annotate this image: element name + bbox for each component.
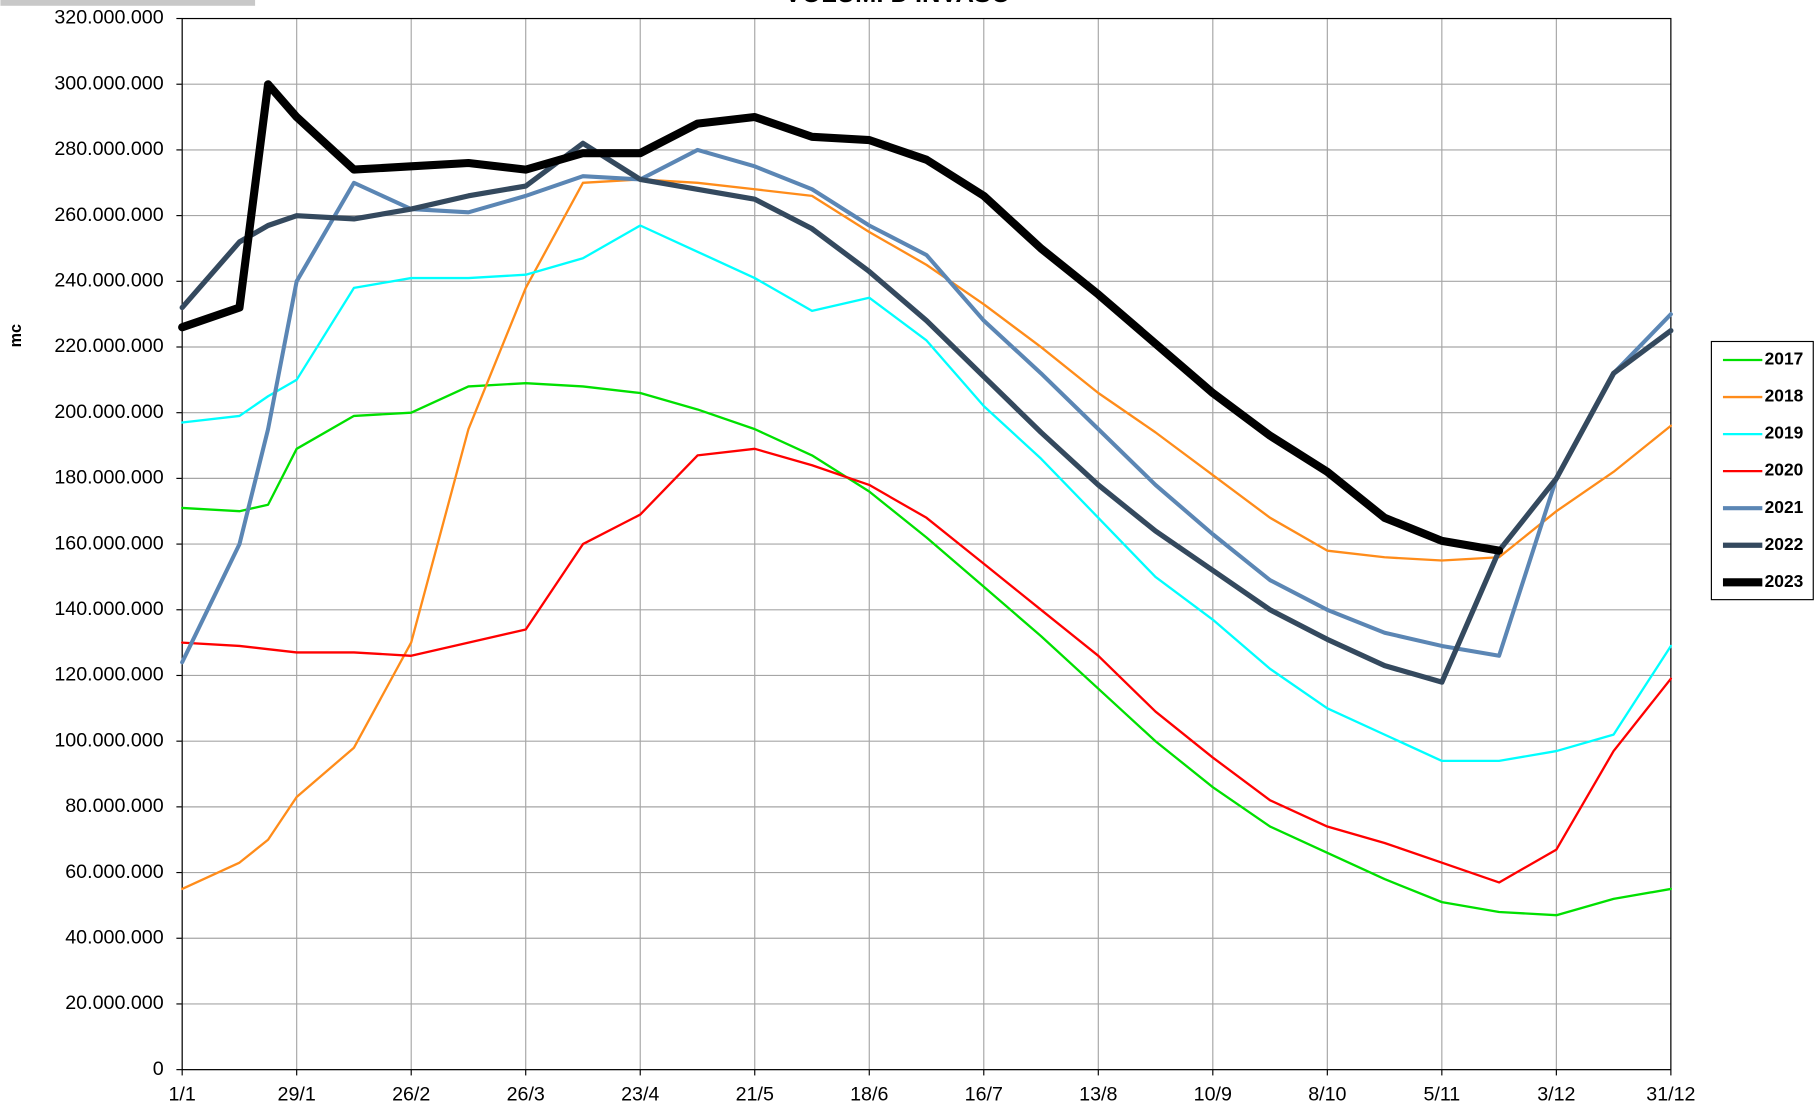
y-tick-label: 0 (153, 1058, 164, 1080)
series-line (180, 147, 1673, 665)
chart-title: VOLUMI D'INVASO (784, 0, 1010, 8)
legend-label: 2023 (1765, 571, 1804, 591)
y-tick-label: 20.000.000 (65, 992, 163, 1014)
x-tick-label: 1/1 (169, 1083, 196, 1105)
y-tick-label: 320.000.000 (54, 7, 163, 29)
x-tick-label: 5/11 (1423, 1083, 1460, 1105)
y-tick-label: 300.000.000 (54, 72, 163, 94)
x-tick-label: 10/9 (1194, 1083, 1232, 1105)
y-tick-label: 60.000.000 (65, 861, 163, 883)
x-tick-label: 18/6 (850, 1083, 888, 1105)
series-line (178, 80, 1504, 555)
x-tick-label: 3/12 (1537, 1083, 1575, 1105)
x-tick-label: 26/2 (392, 1083, 430, 1105)
y-tick-label: 200.000.000 (54, 401, 163, 423)
legend-label: 2021 (1765, 497, 1804, 517)
y-tick-label: 260.000.000 (54, 204, 163, 226)
y-tick-label: 280.000.000 (54, 138, 163, 160)
y-tick-label: 180.000.000 (54, 467, 163, 489)
y-tick-label: 40.000.000 (65, 926, 163, 948)
x-tick-label: 13/8 (1079, 1083, 1117, 1105)
top-bar (0, 0, 256, 6)
y-tick-label: 120.000.000 (54, 664, 163, 686)
y-tick-label: 80.000.000 (65, 795, 163, 817)
series-line (181, 447, 1673, 884)
legend-label: 2020 (1765, 460, 1804, 480)
x-tick-label: 26/3 (507, 1083, 545, 1105)
series-line (179, 140, 1674, 685)
x-tick-label: 29/1 (278, 1083, 316, 1105)
series-line (181, 382, 1673, 917)
x-tick-label: 21/5 (736, 1083, 774, 1105)
y-axis-label: mc (7, 324, 25, 347)
x-tick-label: 23/4 (621, 1083, 659, 1105)
x-tick-label: 8/10 (1308, 1083, 1346, 1105)
y-tick-label: 220.000.000 (54, 335, 163, 357)
series-line (181, 178, 1673, 891)
legend-label: 2022 (1765, 534, 1804, 554)
y-tick-label: 160.000.000 (54, 532, 163, 554)
x-tick-label: 16/7 (965, 1083, 1003, 1105)
x-tick-label: 31/12 (1646, 1083, 1695, 1105)
series-line (181, 224, 1673, 763)
legend-label: 2017 (1765, 349, 1804, 369)
legend-label: 2019 (1765, 423, 1804, 443)
y-tick-label: 140.000.000 (54, 598, 163, 620)
y-tick-label: 100.000.000 (54, 729, 163, 751)
plot-frame (181, 17, 1672, 1071)
legend-label: 2018 (1765, 386, 1804, 406)
y-tick-label: 240.000.000 (54, 270, 163, 292)
